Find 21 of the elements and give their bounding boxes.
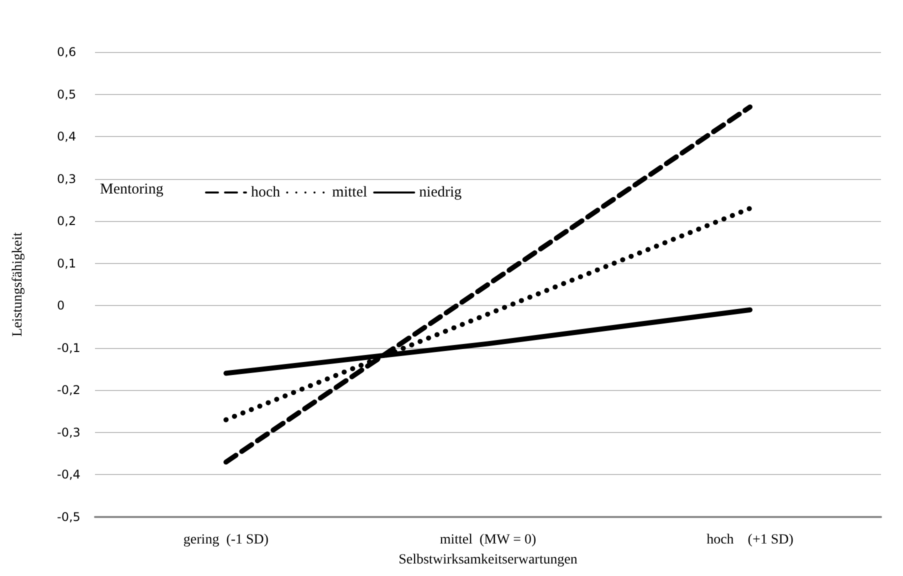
y-tick-label: 0,3 xyxy=(57,172,76,186)
y-axis-title: Leistungsfähigkeit xyxy=(10,232,26,337)
x-tick-label: mittel (MW = 0) xyxy=(440,532,536,548)
legend-label: niedrig xyxy=(419,184,462,200)
y-tick-label: 0,4 xyxy=(57,130,76,144)
x-tick-label: hoch (+1 SD) xyxy=(706,532,794,548)
x-axis-title: Selbstwirksamkeitserwartungen xyxy=(398,552,578,568)
y-tick-label: -0,4 xyxy=(57,468,80,482)
y-tick-label: -0,3 xyxy=(57,425,80,440)
y-tick-label: -0,5 xyxy=(57,510,80,524)
y-tick-label: 0,5 xyxy=(57,87,76,102)
legend-label: mittel xyxy=(332,184,368,200)
y-tick-label: 0,2 xyxy=(57,214,76,228)
y-tick-label: -0,2 xyxy=(57,383,80,398)
y-tick-label: -0,1 xyxy=(57,340,80,355)
y-tick-label: 0 xyxy=(57,298,65,313)
x-tick-label: gering (-1 SD) xyxy=(183,532,269,548)
legend-label: hoch xyxy=(251,184,281,200)
y-tick-label: 0,1 xyxy=(57,256,76,270)
y-tick-label: 0,6 xyxy=(57,45,76,59)
legend-title: Mentoring xyxy=(100,182,164,198)
